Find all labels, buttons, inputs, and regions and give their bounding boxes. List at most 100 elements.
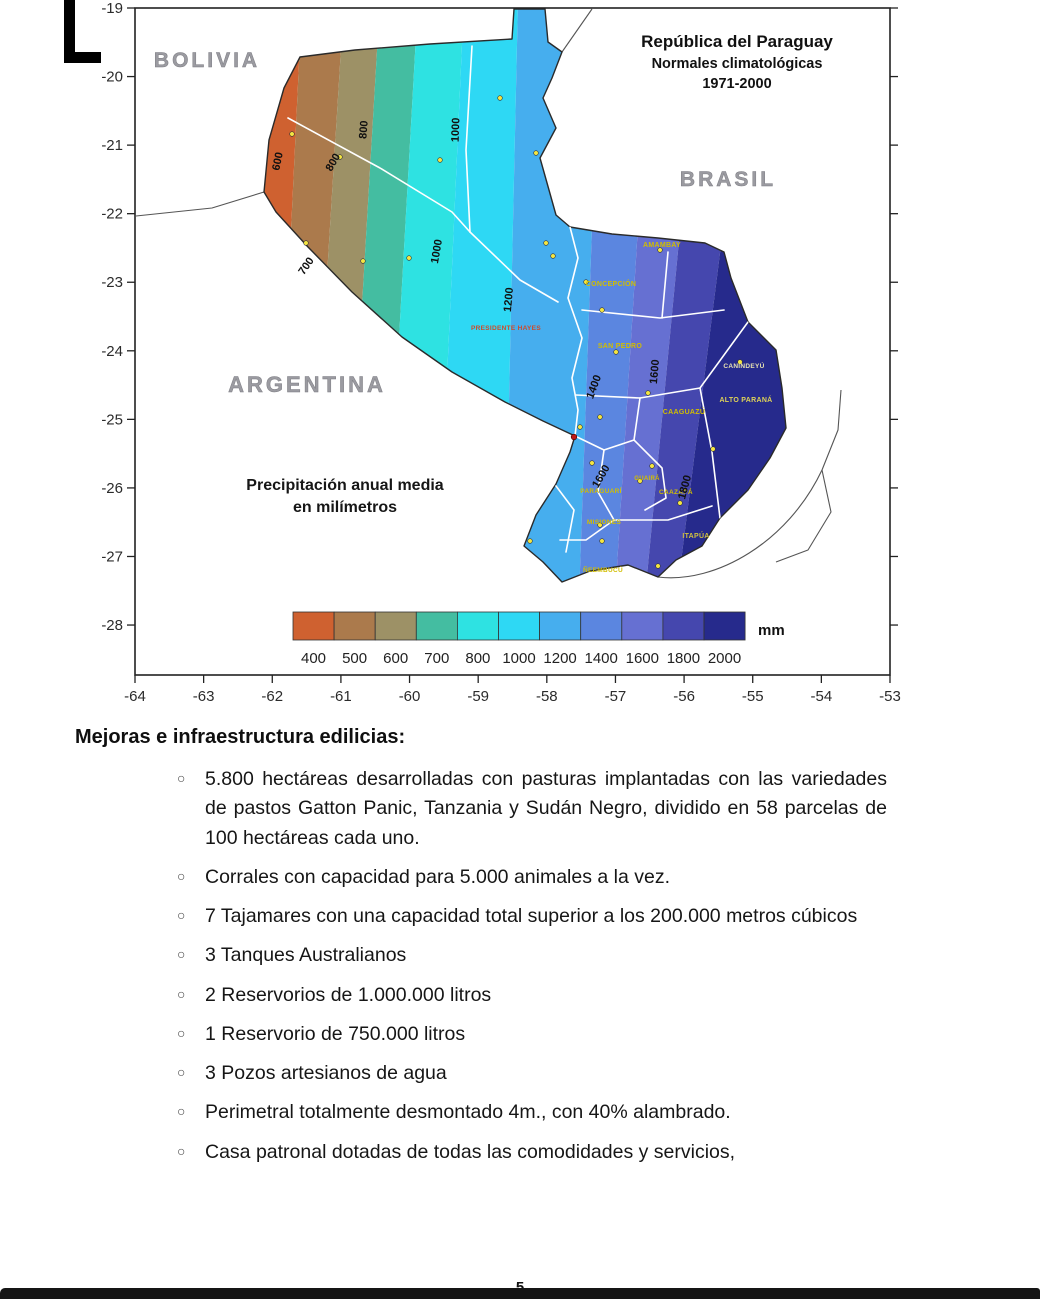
city-dot (533, 150, 539, 156)
city-dot (437, 157, 443, 163)
legend-value: 1400 (585, 650, 618, 667)
bullet-list: 5.800 hectáreas desarrolladas con pastur… (175, 765, 887, 1167)
city-dot (589, 460, 595, 466)
legend-value: 800 (465, 650, 490, 667)
department-label: PARAGUARÍ (580, 486, 622, 495)
contour-label: 800 (357, 120, 371, 139)
y-tick-label: -21 (101, 137, 123, 154)
x-tick-label: -56 (673, 688, 695, 705)
contour-label: 1000 (429, 238, 445, 264)
city-dot (550, 253, 556, 259)
city-dot (406, 255, 412, 261)
x-tick-label: -62 (261, 688, 283, 705)
city-dot (710, 446, 716, 452)
y-tick-label: -20 (101, 69, 123, 86)
department-label: ITAPÚA (682, 531, 709, 540)
legend-unit-label: mm (758, 622, 785, 639)
legend-value: 1000 (502, 650, 535, 667)
precipitation-map: AMAMBAY CONCEPCIÓN PRESIDENTE HAYES SAN PED… (101, 0, 901, 705)
city-dot (577, 424, 583, 430)
contour-label: 700 (296, 255, 316, 277)
country-label-argentina: ARGENTINA (228, 372, 386, 397)
corner-crop-mark (64, 52, 101, 63)
y-tick-label: -26 (101, 480, 123, 497)
precip-band (502, 9, 600, 582)
department-label: ALTO PARANÁ (719, 395, 772, 404)
list-item: 2 Reservorios de 1.000.000 litros (175, 981, 887, 1010)
legend-swatch (415, 611, 458, 641)
legend-swatch (498, 611, 540, 641)
city-dot (677, 500, 683, 506)
map-caption-line2: en milímetros (293, 499, 397, 516)
city-dot (360, 258, 366, 264)
list-item: Corrales con capacidad para 5.000 animal… (175, 863, 887, 892)
legend-swatch (374, 611, 417, 641)
map-title-line1: República del Paraguay (641, 32, 833, 51)
country-label-bolivia: BOLIVIA (154, 49, 260, 72)
legend-swatch (621, 611, 664, 641)
country-label-brasil: BRASIL (680, 168, 776, 191)
x-tick-label: -63 (193, 688, 215, 705)
department-labels: AMAMBAY CONCEPCIÓN PRESIDENTE HAYES SAN PED… (471, 242, 772, 574)
legend-swatch (580, 611, 623, 641)
external-borders (135, 8, 842, 579)
x-tick-label: -54 (811, 688, 833, 705)
list-item: 3 Pozos artesianos de agua (175, 1059, 887, 1088)
city-dot (655, 563, 661, 569)
legend-swatch (333, 611, 376, 641)
x-tick-label: -58 (536, 688, 558, 705)
city-dot (599, 307, 605, 313)
section-heading: Mejoras e infraestructura edilicias: (75, 726, 406, 748)
x-tick-label: -61 (330, 688, 352, 705)
precip-band (264, 9, 302, 582)
axis-ticks: -19 -20 -21 -22 -23 -24 -25 -26 -27 -28 -64 -63 -62 -… (101, 0, 901, 705)
infrastructure-section: Mejoras e infraestructura edilicias: 5.8… (75, 726, 980, 1167)
city-dots (289, 95, 743, 569)
map-figure: AMAMBAY CONCEPCIÓN PRESIDENTE HAYES SAN PED… (101, 0, 901, 705)
list-item: 7 Tajamares con una capacidad total supe… (175, 902, 887, 931)
city-dot (303, 240, 309, 246)
city-dot (337, 154, 343, 160)
y-tick-label: -19 (101, 0, 123, 17)
list-item: 1 Reservorio de 750.000 litros (175, 1020, 887, 1049)
contour-label: 600 (270, 151, 286, 171)
y-tick-label: -23 (101, 274, 123, 291)
department-label: GUAIRÁ (634, 475, 660, 482)
department-label: CAAZAPÁ (659, 487, 693, 496)
paraguay-outline (263, 8, 787, 583)
city-dot (657, 247, 663, 253)
department-boundaries (287, 45, 749, 553)
legend-value: 1800 (667, 650, 700, 667)
precipitation-bands (264, 9, 786, 582)
department-label: AMAMBAY (643, 242, 681, 249)
department-label: CANINDEYÚ (723, 361, 764, 370)
legend-value: 1600 (626, 650, 659, 667)
city-dot (583, 279, 589, 285)
legend-value: 2000 (708, 650, 741, 667)
y-tick-label: -25 (101, 411, 123, 428)
x-tick-label: -60 (399, 688, 421, 705)
y-tick-label: -24 (101, 343, 123, 360)
legend-value: 700 (424, 650, 449, 667)
x-tick-label: -53 (879, 688, 901, 705)
legend-colorbar: 400 500 600 700 800 1000 1200 1400 1600 1800 2000 (292, 611, 746, 667)
legend-swatch (539, 611, 582, 641)
city-dot (645, 390, 651, 396)
department-label: ÑEEMBUCÚ (583, 565, 623, 574)
legend-value: 1200 (543, 650, 576, 667)
contour-label: 1200 (502, 287, 516, 312)
page-number: 5 (0, 1279, 1040, 1296)
legend-value: 400 (301, 650, 326, 667)
city-dot (613, 349, 619, 355)
city-dot (737, 359, 743, 365)
city-dot (597, 522, 603, 528)
department-label: CONCEPCIÓN (586, 279, 636, 288)
capital-city-dot (570, 433, 578, 441)
y-tick-label: -22 (101, 206, 123, 223)
list-item: 5.800 hectáreas desarrolladas con pastur… (175, 765, 887, 853)
map-caption-line1: Precipitación anual media (246, 477, 444, 494)
department-label: CAAGUAZÚ (663, 407, 705, 416)
x-tick-label: -55 (742, 688, 764, 705)
city-dot (527, 538, 533, 544)
